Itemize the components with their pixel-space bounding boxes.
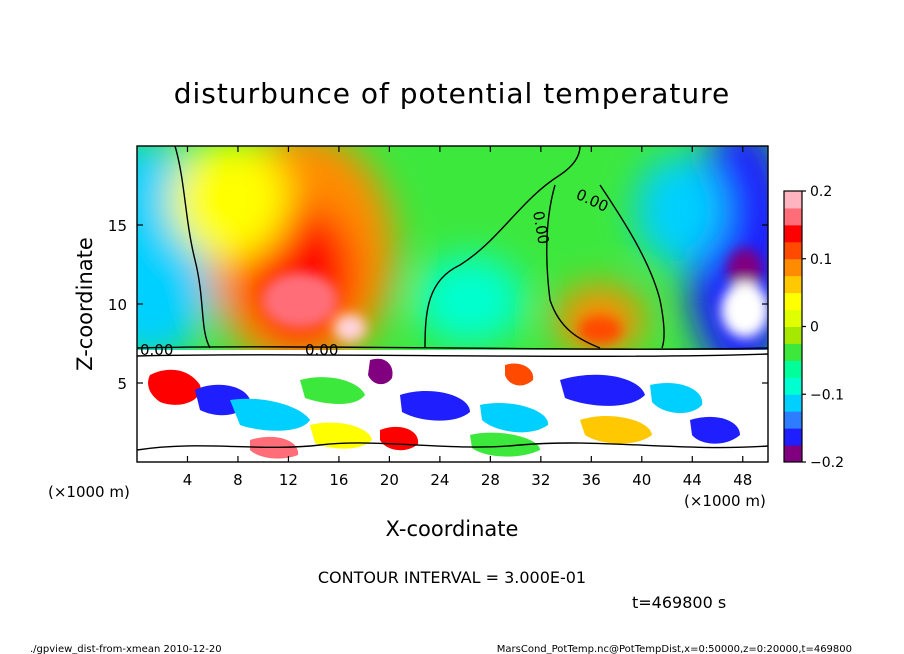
contour-left	[174, 146, 211, 349]
x-tick-label: 40	[632, 471, 651, 489]
x-tick-label: 20	[380, 471, 399, 489]
colorbar-segment	[784, 411, 802, 429]
colorbar-segment	[784, 326, 802, 344]
x-axis-label: X-coordinate	[386, 517, 519, 541]
y-tick-label: 10	[108, 296, 127, 314]
contour-label: 0.00	[140, 341, 173, 359]
core-red-right	[578, 316, 622, 344]
contour-label: 0.00	[305, 341, 338, 359]
core-pink-white	[334, 314, 366, 342]
patch-cyan-2	[480, 402, 549, 433]
contour-bottom	[137, 442, 768, 451]
colorbar-tick-label: 0.2	[810, 184, 832, 200]
x-tick-label: 28	[481, 471, 500, 489]
patch-green-2	[470, 432, 540, 457]
y-axis-label: Z-coordinate	[73, 237, 97, 371]
patch-blue-4	[690, 416, 740, 444]
contour-label: 0.00	[529, 210, 553, 246]
x-tick-label: 32	[531, 471, 550, 489]
core-pink-left	[262, 272, 338, 328]
contour-center-right	[546, 184, 601, 349]
colorbar-segment	[784, 343, 802, 361]
core-white-right	[721, 282, 768, 338]
patch-purple	[368, 358, 393, 385]
patch-cyan-3	[650, 382, 703, 414]
x-tick-label: 16	[329, 471, 348, 489]
colorbar-tick-label: −0.1	[810, 387, 844, 403]
y-axis: 5 10 15	[108, 217, 768, 393]
time-label: t=469800 s	[632, 593, 726, 612]
contour-inversion	[137, 346, 768, 350]
colorbar-segment	[784, 428, 802, 446]
footer-left: ./gpview_dist-from-xmean 2010-12-20	[30, 644, 222, 654]
y-tick-label: 5	[117, 375, 127, 393]
colorbar-tick-label: −0.2	[810, 455, 844, 471]
patch-cyan	[230, 398, 310, 431]
contour-right	[599, 184, 665, 349]
colorbar-segment	[784, 224, 802, 243]
patch-blue-3	[560, 374, 645, 406]
colorbar-segment	[784, 241, 802, 260]
patch-yellow	[310, 422, 372, 449]
patch-red-3	[505, 363, 534, 386]
zero-contours	[137, 146, 768, 451]
x-unit-left: (×1000 m)	[48, 483, 130, 501]
colorbar-segment	[784, 207, 802, 226]
patch-yellow-2	[580, 415, 652, 444]
colorbar-segment	[784, 445, 802, 463]
contour-interval: CONTOUR INTERVAL = 3.000E-01	[318, 568, 586, 587]
x-tick-label: 44	[683, 471, 702, 489]
colorbar-segment	[784, 394, 802, 412]
x-tick-label: 48	[733, 471, 752, 489]
x-tick-label: 12	[279, 471, 298, 489]
footer-right: MarsCond_PotTemp.nc@PotTempDist,x=0:5000…	[497, 644, 852, 654]
x-axis: 4 8 12 16 20 24 28 32 36 40 44 48	[183, 146, 752, 489]
x-tick-label: 24	[430, 471, 449, 489]
contour-center	[424, 146, 581, 349]
upper-field-cores	[262, 248, 768, 344]
contour-inversion-2	[137, 353, 768, 358]
colorbar-segment	[784, 275, 802, 294]
colorbar: 0.2 0.1 0 −0.1 −0.2	[783, 184, 844, 471]
x-tick-label: 36	[582, 471, 601, 489]
colorbar-segment	[784, 258, 802, 277]
x-tick-label: 8	[233, 471, 243, 489]
x-tick-label: 4	[183, 471, 193, 489]
colorbar-tick-label: 0	[810, 320, 819, 336]
chart-title: disturbunce of potential temperature	[174, 77, 731, 110]
y-tick-label: 15	[108, 217, 127, 235]
x-unit-right: (×1000 m)	[684, 492, 766, 510]
patch-red	[148, 369, 201, 405]
colorbar-segment	[784, 191, 802, 209]
colorbar-segment	[784, 292, 802, 311]
patch-blue-2	[400, 391, 470, 421]
heatmap-field	[137, 146, 768, 462]
patch-green	[300, 377, 365, 404]
colorbar-tick-label: 0.1	[810, 252, 832, 268]
colorbar-segment	[784, 377, 802, 395]
blob-cyan-center	[415, 255, 525, 345]
blob-yellow-ridge	[170, 146, 290, 260]
colorbar-segment	[784, 309, 802, 327]
blob-blue-top-right	[635, 155, 725, 265]
core-purple-right	[727, 248, 763, 292]
colorbar-segment	[784, 360, 802, 378]
